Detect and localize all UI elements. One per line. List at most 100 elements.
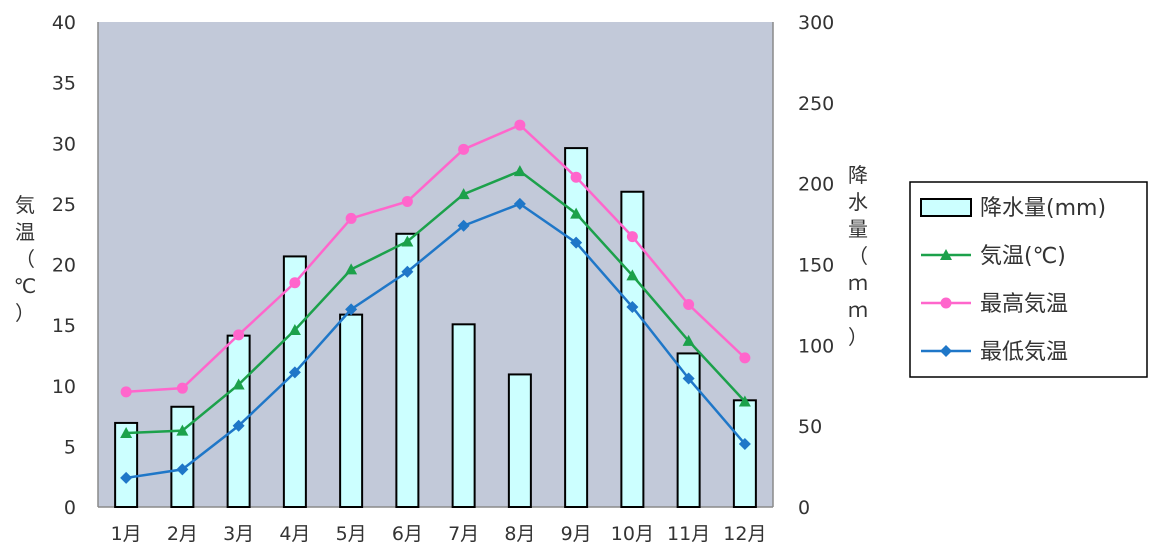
left-axis-title-char: ） [15,301,35,325]
precip-bar [114,421,139,508]
temp-point [176,424,189,436]
min-temp-point [626,300,639,313]
x-tick-label: 7月 [448,523,479,545]
legend-min-marker [940,345,952,357]
right-axis-title-char: （ [848,244,868,268]
precip-bar [732,399,757,508]
max-temp-line [126,123,746,394]
max-temp-point [345,212,357,224]
right-axis-title-char: 降 [848,163,868,187]
x-tick-label: 1月 [111,523,142,545]
max-temp-point [233,329,245,341]
left-axis-ticks: 0 5 10 15 20 25 30 35 40 [52,12,76,519]
left-axis-title-char: （ [15,247,35,271]
legend-max-marker [940,297,952,309]
max-temp-point [458,143,470,155]
x-tick-label: 8月 [504,523,535,545]
right-axis-ticks: 0 50 100 150 200 250 300 [798,12,834,519]
left-tick-label: 35 [52,73,76,95]
legend: 降水量(mm) 気温(℃) 最高気温 最低気温 [909,181,1148,378]
legend-precip-swatch [920,198,972,217]
temp-point [401,235,414,247]
max-temp-point [401,195,413,207]
right-tick-label: 0 [798,497,810,519]
left-axis-title-char: ℃ [14,274,36,298]
right-axis-title-char: ｍ [848,271,868,295]
legend-temp-label: 気温(℃) [980,244,1066,269]
plot-area [98,22,773,507]
min-temp-point [682,372,695,385]
left-tick-label: 0 [64,497,76,519]
right-axis-title-char: ） [848,325,868,349]
x-tick-label: 10月 [611,523,654,545]
max-temp-point [626,231,638,243]
left-tick-label: 15 [52,315,76,337]
legend-max-label: 最高気温 [980,292,1068,317]
right-tick-label: 300 [798,12,834,34]
temp-line [126,169,746,435]
temp-point [738,395,751,407]
x-tick-label: 9月 [561,523,592,545]
x-axis-labels: 1月 2月 3月 4月 5月 6月 7月 8月 9月 10月 11月 12月 [111,523,767,545]
min-temp-point [232,419,245,432]
max-temp-point [683,299,695,311]
right-tick-label: 250 [798,93,834,115]
max-temp-point [570,171,582,183]
temp-point [570,207,583,219]
min-temp-point [570,236,583,249]
min-temp-line [125,202,746,480]
precip-bar [564,147,589,508]
left-tick-label: 40 [52,12,76,34]
max-temp-point [289,277,301,289]
precip-bar [170,405,195,508]
max-temp-point [514,119,526,131]
right-tick-label: 100 [798,335,834,357]
precip-bar [507,373,532,508]
right-axis-title-char: 量 [848,217,868,241]
min-temp-point [176,463,189,476]
right-tick-label: 150 [798,255,834,277]
x-tick-label: 2月 [167,523,198,545]
max-temp-point [176,382,188,394]
temp-point [345,263,358,275]
left-axis-title: 気温 （ ℃ ） [14,193,36,325]
x-tick-label: 5月 [336,523,367,545]
temperature-lines [120,119,751,484]
left-tick-label: 30 [52,133,76,155]
left-tick-label: 5 [64,436,76,458]
x-tick-label: 4月 [279,523,310,545]
precip-bar [676,352,701,508]
temp-point [457,188,470,200]
precip-bar [395,232,420,509]
x-tick-label: 3月 [223,523,254,545]
right-axis-title-char: ｍ [848,298,868,322]
right-axis-title-char: 水 [848,190,868,214]
right-tick-label: 50 [798,416,822,438]
right-axis-title: 降水量 （ ｍｍ ） [848,163,868,349]
legend-precip-label: 降水量(mm) [980,196,1106,221]
temp-point [288,323,301,335]
temp-point [232,378,245,390]
precip-bar [339,313,364,508]
left-tick-label: 20 [52,255,76,277]
x-tick-label: 6月 [392,523,423,545]
left-axis-title-char: 温 [15,220,35,244]
min-temp-point [457,219,470,232]
precip-bar [282,255,307,508]
left-tick-label: 25 [52,194,76,216]
max-temp-point [739,352,751,364]
left-tick-label: 10 [52,376,76,398]
min-temp-point [513,197,526,210]
right-tick-label: 200 [798,174,834,196]
x-tick-label: 12月 [723,523,766,545]
x-tick-label: 11月 [667,523,710,545]
min-temp-point [738,437,751,450]
precip-bar [451,323,476,509]
max-temp-point [120,386,132,398]
min-temp-point [401,265,414,278]
left-axis-title-char: 気 [15,193,35,217]
temp-point [682,334,695,346]
temp-point [120,427,133,439]
min-temp-point [345,303,358,316]
